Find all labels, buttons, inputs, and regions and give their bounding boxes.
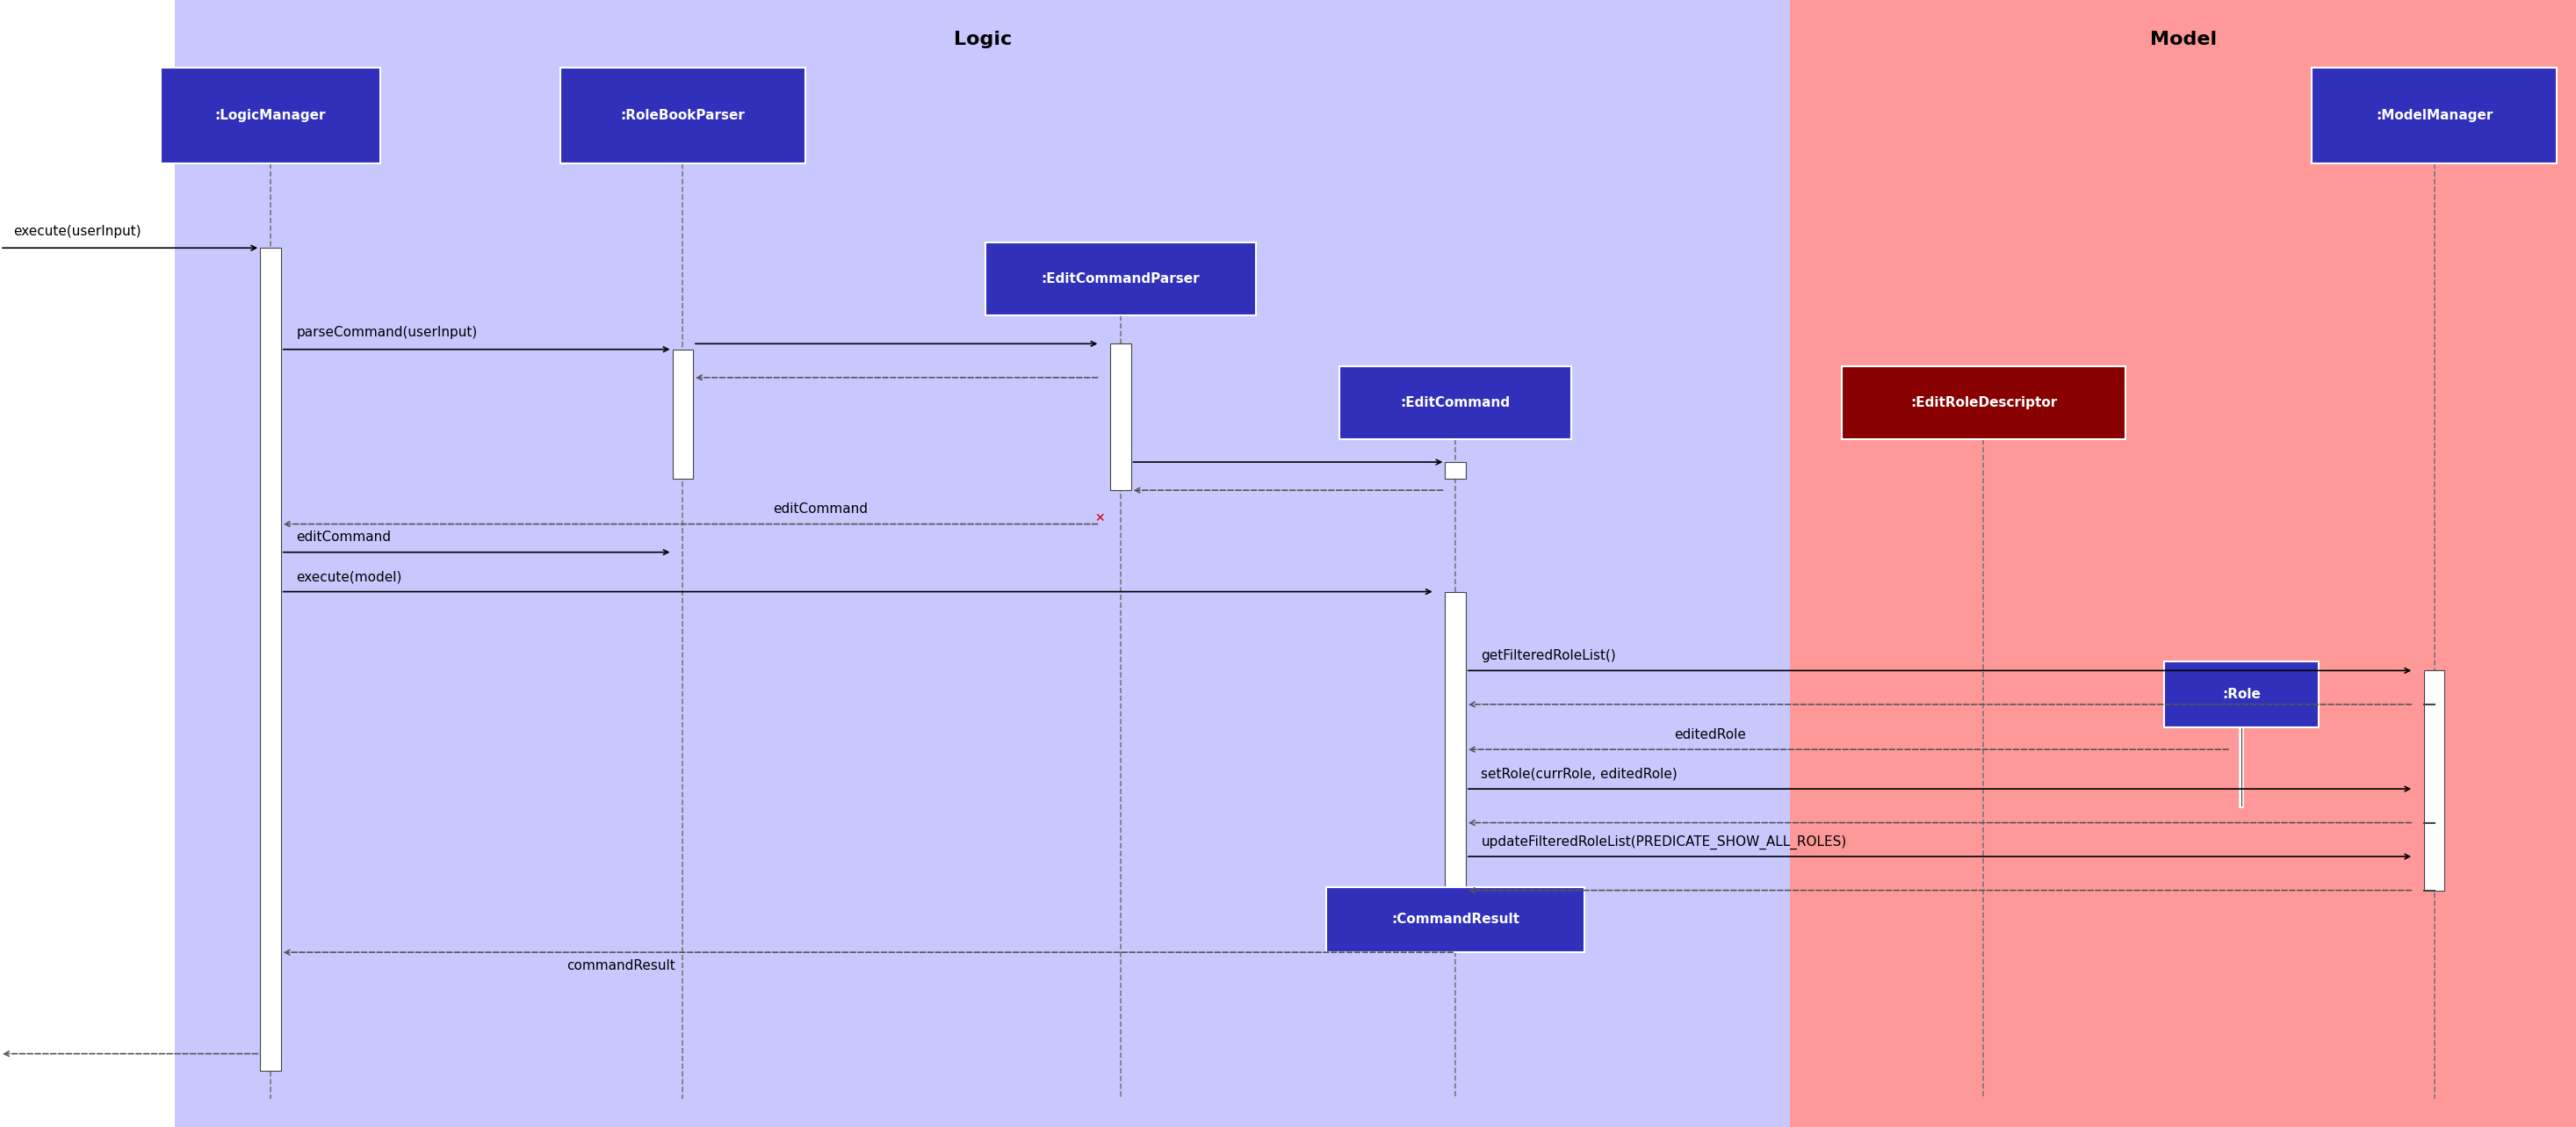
Text: :Role: :Role [2223, 687, 2259, 701]
Bar [562, 68, 804, 163]
Bar [260, 248, 281, 1071]
Text: editCommand: editCommand [773, 503, 868, 516]
Bar [1445, 592, 1466, 949]
Text: Model: Model [2151, 30, 2215, 48]
Text: :RoleBookParser: :RoleBookParser [621, 109, 744, 122]
Bar [1340, 366, 1571, 440]
Text: :ModelManager: :ModelManager [2375, 109, 2494, 122]
Bar [160, 68, 379, 163]
Text: :LogicManager: :LogicManager [214, 109, 327, 122]
Text: Logic: Logic [953, 30, 1012, 48]
Text: getFilteredRoleList(): getFilteredRoleList() [1481, 649, 1615, 663]
Bar [1445, 462, 1466, 479]
Bar [984, 242, 1255, 316]
Text: :EditRoleDescriptor: :EditRoleDescriptor [1909, 397, 2058, 409]
Bar [1790, 0, 2576, 1127]
Bar [672, 349, 693, 479]
Bar [1327, 887, 1584, 952]
Text: updateFilteredRoleList(PREDICATE_SHOW_ALL_ROLES): updateFilteredRoleList(PREDICATE_SHOW_AL… [1481, 835, 1847, 849]
Text: editCommand: editCommand [296, 531, 392, 544]
Text: parseCommand(userInput): parseCommand(userInput) [296, 326, 477, 339]
Text: :EditCommand: :EditCommand [1401, 397, 1510, 409]
Text: editedRole: editedRole [1674, 728, 1747, 742]
Text: ✕: ✕ [1095, 513, 1105, 524]
Text: :CommandResult: :CommandResult [1391, 913, 1520, 926]
Bar [2164, 662, 2318, 727]
Text: execute(model): execute(model) [296, 570, 402, 584]
Bar [1842, 366, 2125, 440]
Bar [2424, 671, 2445, 890]
Text: setRole(currRole, editedRole): setRole(currRole, editedRole) [1481, 767, 1677, 781]
Bar [2311, 68, 2555, 163]
Bar [175, 0, 1790, 1127]
Text: execute(userInput): execute(userInput) [13, 224, 142, 238]
Bar [1110, 344, 1131, 490]
Text: commandResult: commandResult [567, 959, 675, 973]
Text: :EditCommandParser: :EditCommandParser [1041, 273, 1200, 285]
